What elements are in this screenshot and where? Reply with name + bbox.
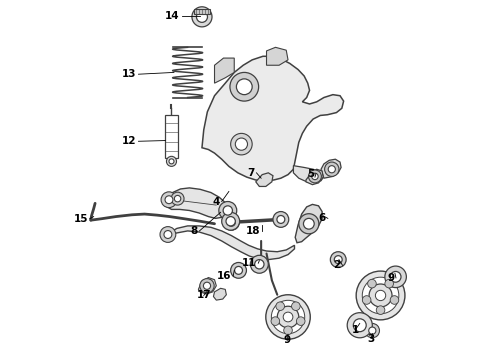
Circle shape bbox=[299, 214, 319, 234]
Polygon shape bbox=[295, 204, 322, 243]
Circle shape bbox=[296, 317, 305, 325]
Circle shape bbox=[369, 284, 392, 307]
Text: 12: 12 bbox=[122, 136, 137, 146]
Circle shape bbox=[330, 252, 346, 267]
Circle shape bbox=[312, 173, 318, 180]
Circle shape bbox=[277, 306, 299, 328]
Polygon shape bbox=[163, 188, 229, 219]
Circle shape bbox=[231, 134, 252, 155]
Circle shape bbox=[390, 271, 401, 282]
Circle shape bbox=[227, 219, 235, 226]
Circle shape bbox=[362, 296, 371, 304]
Polygon shape bbox=[166, 226, 294, 260]
Circle shape bbox=[375, 290, 386, 301]
Circle shape bbox=[203, 282, 211, 289]
Circle shape bbox=[196, 11, 207, 22]
Text: 2: 2 bbox=[334, 260, 341, 270]
Text: 8: 8 bbox=[191, 226, 197, 236]
Circle shape bbox=[235, 266, 243, 274]
Circle shape bbox=[385, 266, 406, 288]
Circle shape bbox=[324, 162, 339, 176]
Text: 5: 5 bbox=[307, 168, 314, 179]
Circle shape bbox=[230, 72, 259, 101]
Circle shape bbox=[174, 195, 181, 202]
Text: 14: 14 bbox=[165, 11, 180, 21]
Circle shape bbox=[283, 312, 293, 322]
Circle shape bbox=[255, 260, 264, 269]
Circle shape bbox=[365, 323, 379, 338]
Circle shape bbox=[167, 156, 176, 166]
Circle shape bbox=[353, 319, 366, 332]
FancyBboxPatch shape bbox=[165, 116, 178, 158]
Circle shape bbox=[271, 317, 280, 325]
Circle shape bbox=[356, 271, 405, 320]
Polygon shape bbox=[267, 47, 288, 65]
Circle shape bbox=[200, 279, 214, 293]
Circle shape bbox=[292, 302, 300, 311]
Polygon shape bbox=[321, 159, 341, 178]
Text: 11: 11 bbox=[242, 258, 256, 268]
Circle shape bbox=[390, 296, 399, 304]
Circle shape bbox=[250, 255, 269, 273]
Circle shape bbox=[236, 79, 252, 95]
Circle shape bbox=[171, 192, 184, 205]
Text: 18: 18 bbox=[246, 226, 260, 236]
Polygon shape bbox=[202, 56, 343, 181]
Circle shape bbox=[164, 230, 172, 238]
Circle shape bbox=[368, 327, 376, 334]
Text: 13: 13 bbox=[122, 69, 137, 79]
Circle shape bbox=[219, 202, 237, 220]
Circle shape bbox=[277, 216, 285, 224]
Text: 7: 7 bbox=[247, 168, 255, 178]
Circle shape bbox=[169, 159, 174, 164]
Text: 4: 4 bbox=[213, 197, 220, 207]
Circle shape bbox=[231, 262, 246, 278]
Circle shape bbox=[347, 313, 372, 338]
Circle shape bbox=[221, 212, 240, 230]
Polygon shape bbox=[198, 278, 216, 294]
Circle shape bbox=[235, 138, 247, 150]
Circle shape bbox=[165, 196, 173, 204]
Circle shape bbox=[160, 226, 176, 242]
Circle shape bbox=[309, 170, 321, 183]
Circle shape bbox=[223, 206, 232, 215]
Polygon shape bbox=[215, 58, 234, 83]
Polygon shape bbox=[256, 173, 273, 186]
Text: 3: 3 bbox=[368, 333, 375, 343]
Circle shape bbox=[276, 302, 285, 311]
Circle shape bbox=[334, 256, 342, 264]
Text: 15: 15 bbox=[74, 214, 88, 224]
Circle shape bbox=[266, 295, 310, 339]
Circle shape bbox=[161, 192, 177, 208]
Circle shape bbox=[226, 217, 235, 226]
Circle shape bbox=[273, 212, 289, 227]
Text: 6: 6 bbox=[319, 213, 326, 223]
Circle shape bbox=[284, 326, 293, 335]
Text: 1: 1 bbox=[352, 325, 359, 334]
Text: 9: 9 bbox=[284, 335, 291, 345]
Circle shape bbox=[362, 277, 399, 314]
Polygon shape bbox=[306, 169, 323, 185]
Circle shape bbox=[385, 279, 393, 288]
Circle shape bbox=[271, 300, 305, 334]
Circle shape bbox=[368, 279, 376, 288]
Text: 16: 16 bbox=[217, 271, 231, 281]
Polygon shape bbox=[214, 288, 226, 300]
Circle shape bbox=[376, 306, 385, 314]
Circle shape bbox=[328, 166, 335, 173]
Circle shape bbox=[303, 219, 314, 229]
Circle shape bbox=[223, 215, 239, 230]
Text: 9: 9 bbox=[387, 273, 394, 283]
FancyBboxPatch shape bbox=[194, 9, 210, 14]
Polygon shape bbox=[294, 166, 324, 183]
Text: 17: 17 bbox=[196, 291, 211, 301]
Circle shape bbox=[192, 7, 212, 27]
